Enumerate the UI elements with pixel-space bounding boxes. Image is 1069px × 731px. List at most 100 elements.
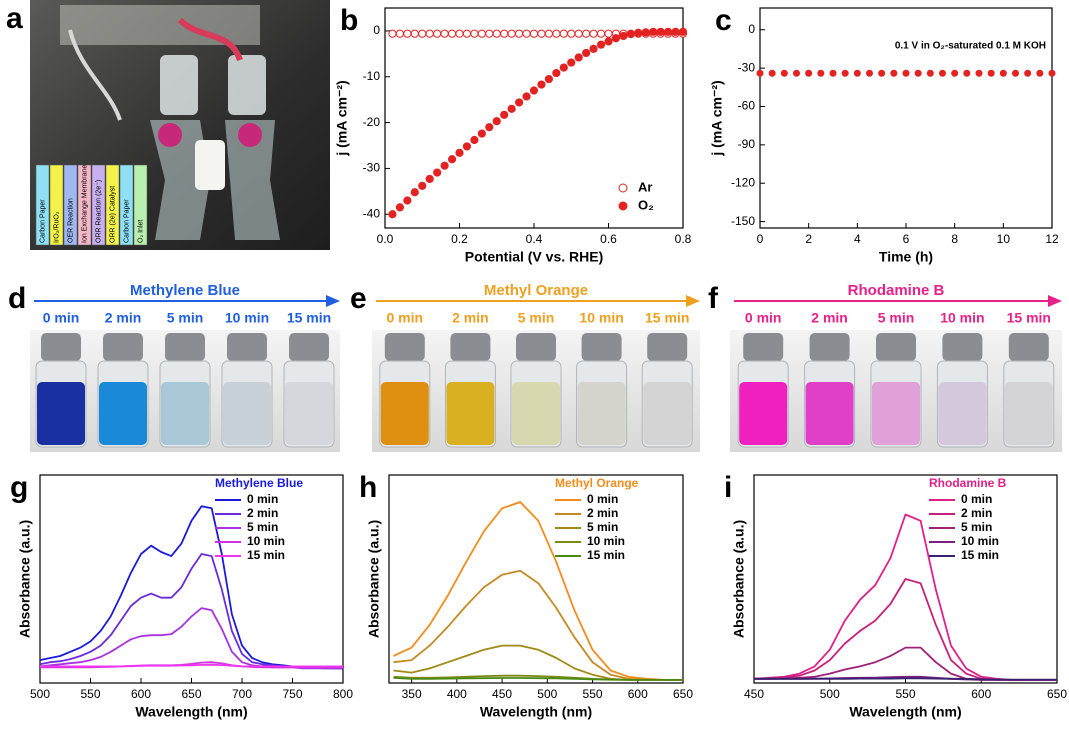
data-point: [926, 69, 934, 77]
legend-title: Rhodamine B: [929, 476, 1007, 490]
chart: 0.0 0.2 0.4 0.6 0.8 0 -10 -20 -30 -40 Potential (V…: [334, 4, 692, 265]
data-point: [793, 69, 800, 77]
y-tick-label: -20: [363, 115, 381, 129]
data-point: [951, 69, 959, 77]
layer: [133, 164, 148, 246]
data-point: [963, 69, 971, 77]
data-point: [559, 29, 568, 38]
vial-liquid: [938, 382, 987, 445]
panel-label: e: [350, 282, 367, 315]
data-point: [433, 29, 442, 38]
x-tick-label: 550: [895, 687, 915, 701]
time-label: 0 min: [387, 310, 424, 326]
layer-label: Ion Exchange Membrane: [81, 165, 88, 243]
data-point: [878, 69, 886, 77]
vial-liquid: [161, 382, 209, 445]
arrow-head: [1048, 295, 1062, 307]
data-point: [485, 123, 494, 132]
legend-label: 0 min: [587, 492, 618, 506]
plot-frame: [39, 474, 344, 684]
data-point: [529, 29, 539, 38]
vial-cap: [1008, 333, 1049, 361]
data-point: [492, 29, 501, 38]
layer-label: IrO₂/RuO₂: [53, 211, 60, 243]
x-tick-label: 500: [820, 687, 840, 701]
panel-label: g: [10, 471, 28, 504]
vial-liquid: [1004, 382, 1053, 445]
time-label: 5 min: [518, 310, 555, 326]
x-tick-label: 12: [1045, 232, 1059, 246]
data-point: [582, 48, 591, 58]
legend-label: 15 min: [587, 548, 625, 562]
vial-liquid: [380, 382, 429, 445]
data-point: [462, 142, 472, 151]
y-axis-label: Absorbance (a.u.): [366, 520, 382, 638]
vial-cap: [227, 333, 267, 361]
data-point: [626, 30, 635, 39]
plot-frame: [388, 474, 684, 684]
x-tick-label: 0.4: [526, 232, 543, 246]
x-tick-label: 450: [492, 687, 512, 701]
data-point: [841, 69, 849, 77]
data-point: [768, 69, 776, 77]
time-label: 2 min: [452, 310, 489, 326]
legend-marker: [618, 183, 628, 193]
spectrum-line: [39, 553, 343, 670]
data-point: [902, 69, 910, 77]
data-point: [500, 29, 509, 38]
vial-liquid: [643, 382, 692, 445]
data-point: [756, 69, 764, 77]
x-tick-label: 600: [971, 687, 991, 701]
data-point: [403, 29, 412, 38]
layer-label: O₂ Inlet: [137, 220, 144, 243]
arrow-head: [686, 295, 700, 307]
x-tick-label: 0.6: [600, 232, 617, 246]
data-point: [999, 69, 1007, 77]
time-label: 2 min: [105, 310, 142, 326]
x-tick-label: 650: [1047, 687, 1067, 701]
data-point: [447, 29, 457, 38]
data-point: [589, 44, 598, 53]
data-point: [853, 69, 861, 77]
panel-label: a: [6, 2, 23, 35]
data-point: [866, 69, 873, 77]
x-tick-label: 450: [744, 687, 764, 701]
data-point: [395, 203, 404, 212]
x-tick-label: 350: [402, 687, 422, 701]
spectrum-line: [40, 661, 343, 669]
chart: 500 550 600 650 700 750 800 Wavelength (nm) Abso…: [10, 471, 353, 720]
row-title: Methylene Blue: [130, 282, 240, 299]
cell-schematic: Carbon Paper IrO₂/RuO₂ OER Reaction Ion Exc…: [35, 164, 148, 246]
x-tick-label: 8: [951, 232, 958, 246]
data-point: [596, 29, 606, 38]
vial-cap: [289, 333, 329, 361]
time-label: 10 min: [940, 310, 984, 326]
row-title: Rhodamine B: [848, 282, 945, 299]
annotation: 0.1 V in O₂-saturated 0.1 M KOH: [895, 41, 1046, 52]
spectrum-line: [40, 663, 343, 668]
x-tick-label: 0: [757, 232, 764, 246]
time-label: 10 min: [225, 310, 269, 326]
vial-liquid: [285, 382, 333, 445]
panel-label: i: [724, 471, 732, 504]
vial-cap: [647, 333, 688, 361]
legend-label: O₂: [638, 197, 654, 212]
data-point: [1048, 69, 1056, 77]
x-tick-label: 0.2: [451, 232, 468, 246]
y-tick-label: -90: [738, 137, 756, 151]
data-point: [477, 129, 486, 138]
y-axis-label: Absorbance (a.u.): [731, 520, 747, 638]
data-point: [470, 135, 479, 145]
y-tick-label: -60: [738, 99, 756, 113]
legend-label: 15 min: [247, 548, 285, 562]
data-point: [440, 29, 449, 38]
legend-title: Methyl Orange: [555, 476, 639, 490]
data-point: [567, 58, 576, 67]
data-point: [656, 27, 665, 36]
spectrum-line: [754, 677, 1057, 681]
y-tick-label: -150: [731, 214, 755, 228]
data-point: [829, 69, 837, 77]
time-label: 15 min: [287, 310, 331, 326]
spectrum-line: [753, 513, 1057, 681]
x-tick-label: 600: [131, 687, 151, 701]
